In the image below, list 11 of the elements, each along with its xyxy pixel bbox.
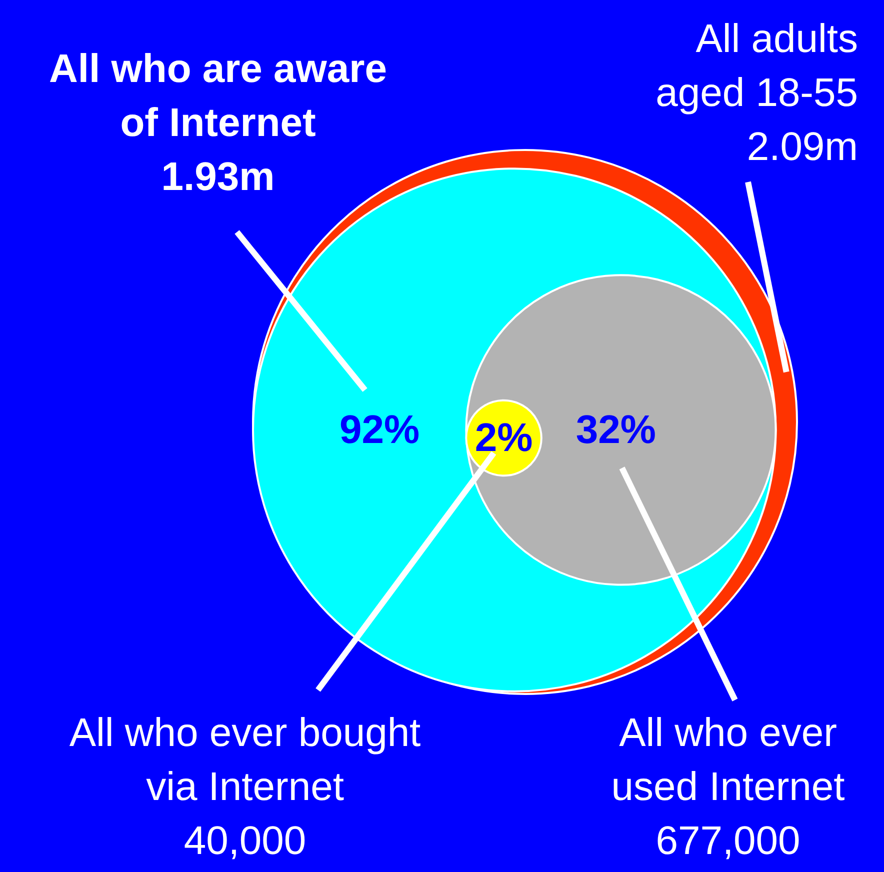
data-label: 677,000 [656,819,800,863]
data-label: 1.93m [161,155,275,199]
category-label: All adults aged 18-55 [656,17,858,115]
data-label: 40,000 [184,819,306,863]
text: 2% [474,416,533,460]
data-label: 2.09m [746,125,858,169]
category-label: All who are aware of Internet [49,47,387,145]
text: 32% [576,408,656,452]
category-label: All who ever used Internet [611,711,845,809]
category-label: All who ever bought via Internet [69,711,421,809]
text: 92% [340,408,420,452]
